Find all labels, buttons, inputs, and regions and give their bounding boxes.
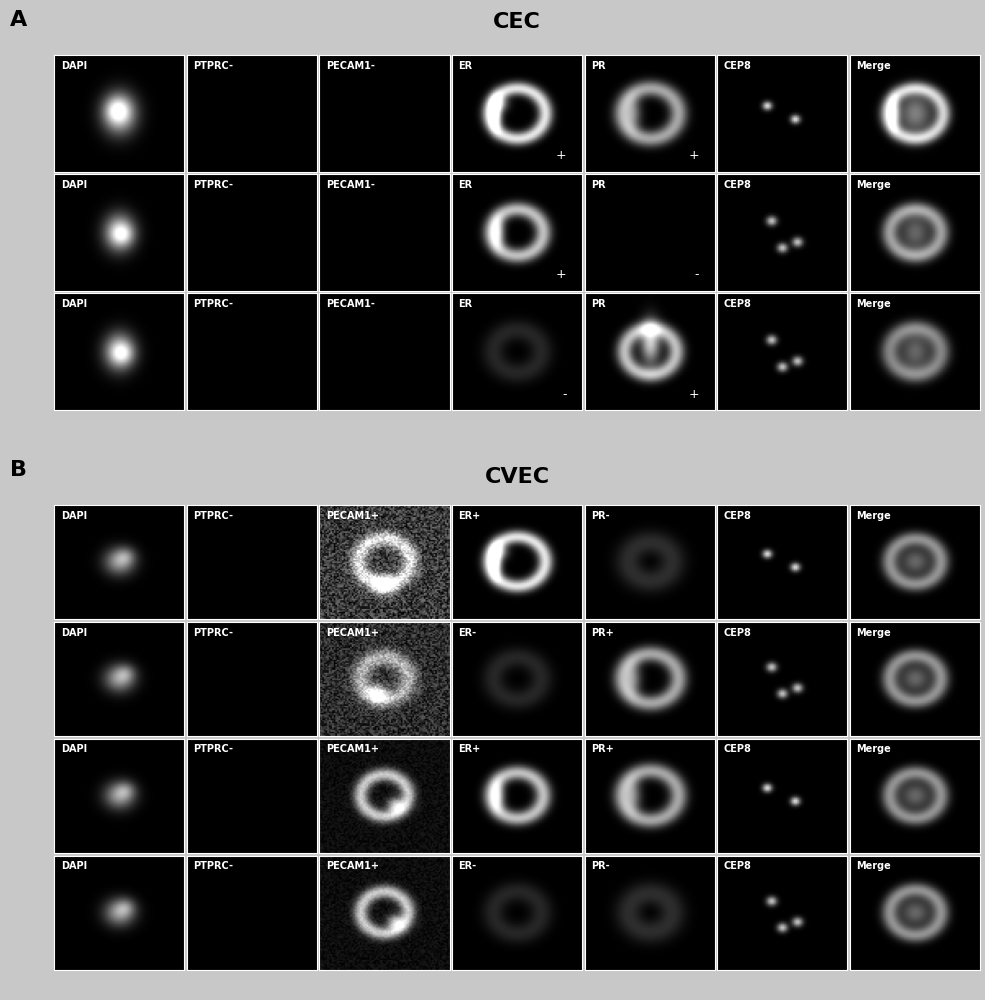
Text: PTPRC-: PTPRC- bbox=[193, 61, 233, 71]
Text: DAPI: DAPI bbox=[61, 628, 87, 638]
Text: PECAM1-: PECAM1- bbox=[326, 61, 375, 71]
Text: Merge: Merge bbox=[856, 61, 891, 71]
Text: PTPRC-: PTPRC- bbox=[193, 744, 233, 754]
Text: CEP8: CEP8 bbox=[724, 299, 752, 309]
Text: ER: ER bbox=[459, 180, 473, 190]
Text: +: + bbox=[689, 149, 699, 162]
Text: PR+: PR+ bbox=[591, 744, 614, 754]
Text: Merge: Merge bbox=[856, 744, 891, 754]
Text: B: B bbox=[10, 460, 27, 480]
Text: PECAM1-: PECAM1- bbox=[326, 299, 375, 309]
Text: PR: PR bbox=[591, 180, 606, 190]
Text: +: + bbox=[556, 268, 566, 282]
Text: PR-: PR- bbox=[591, 511, 610, 521]
Text: ER: ER bbox=[459, 299, 473, 309]
Text: PR: PR bbox=[591, 299, 606, 309]
Text: PTPRC-: PTPRC- bbox=[193, 299, 233, 309]
Text: CVEC: CVEC bbox=[485, 467, 550, 487]
Text: PTPRC-: PTPRC- bbox=[193, 511, 233, 521]
Text: Merge: Merge bbox=[856, 861, 891, 871]
Text: ER+: ER+ bbox=[459, 744, 481, 754]
Text: PR+: PR+ bbox=[591, 628, 614, 638]
Text: DAPI: DAPI bbox=[61, 180, 87, 190]
Text: Merge: Merge bbox=[856, 299, 891, 309]
Text: CEP8: CEP8 bbox=[724, 628, 752, 638]
Text: ER: ER bbox=[459, 61, 473, 71]
Text: Merge: Merge bbox=[856, 180, 891, 190]
Text: PTPRC-: PTPRC- bbox=[193, 180, 233, 190]
Text: -: - bbox=[694, 268, 699, 282]
Text: ER+: ER+ bbox=[459, 511, 481, 521]
Text: ER-: ER- bbox=[459, 861, 477, 871]
Text: PECAM1+: PECAM1+ bbox=[326, 744, 379, 754]
Text: PECAM1+: PECAM1+ bbox=[326, 511, 379, 521]
Text: A: A bbox=[10, 10, 28, 30]
Text: CEP8: CEP8 bbox=[724, 180, 752, 190]
Text: CEP8: CEP8 bbox=[724, 511, 752, 521]
Text: +: + bbox=[556, 149, 566, 162]
Text: CEP8: CEP8 bbox=[724, 861, 752, 871]
Text: DAPI: DAPI bbox=[61, 861, 87, 871]
Text: DAPI: DAPI bbox=[61, 299, 87, 309]
Text: CEC: CEC bbox=[493, 12, 541, 32]
Text: Merge: Merge bbox=[856, 511, 891, 521]
Text: ER-: ER- bbox=[459, 628, 477, 638]
Text: PR: PR bbox=[591, 61, 606, 71]
Text: +: + bbox=[689, 388, 699, 401]
Text: DAPI: DAPI bbox=[61, 61, 87, 71]
Text: PECAM1+: PECAM1+ bbox=[326, 628, 379, 638]
Text: PECAM1+: PECAM1+ bbox=[326, 861, 379, 871]
Text: -: - bbox=[562, 388, 566, 401]
Text: PTPRC-: PTPRC- bbox=[193, 628, 233, 638]
Text: PR-: PR- bbox=[591, 861, 610, 871]
Text: DAPI: DAPI bbox=[61, 744, 87, 754]
Text: PTPRC-: PTPRC- bbox=[193, 861, 233, 871]
Text: CEP8: CEP8 bbox=[724, 61, 752, 71]
Text: DAPI: DAPI bbox=[61, 511, 87, 521]
Text: PECAM1-: PECAM1- bbox=[326, 180, 375, 190]
Text: CEP8: CEP8 bbox=[724, 744, 752, 754]
Text: Merge: Merge bbox=[856, 628, 891, 638]
